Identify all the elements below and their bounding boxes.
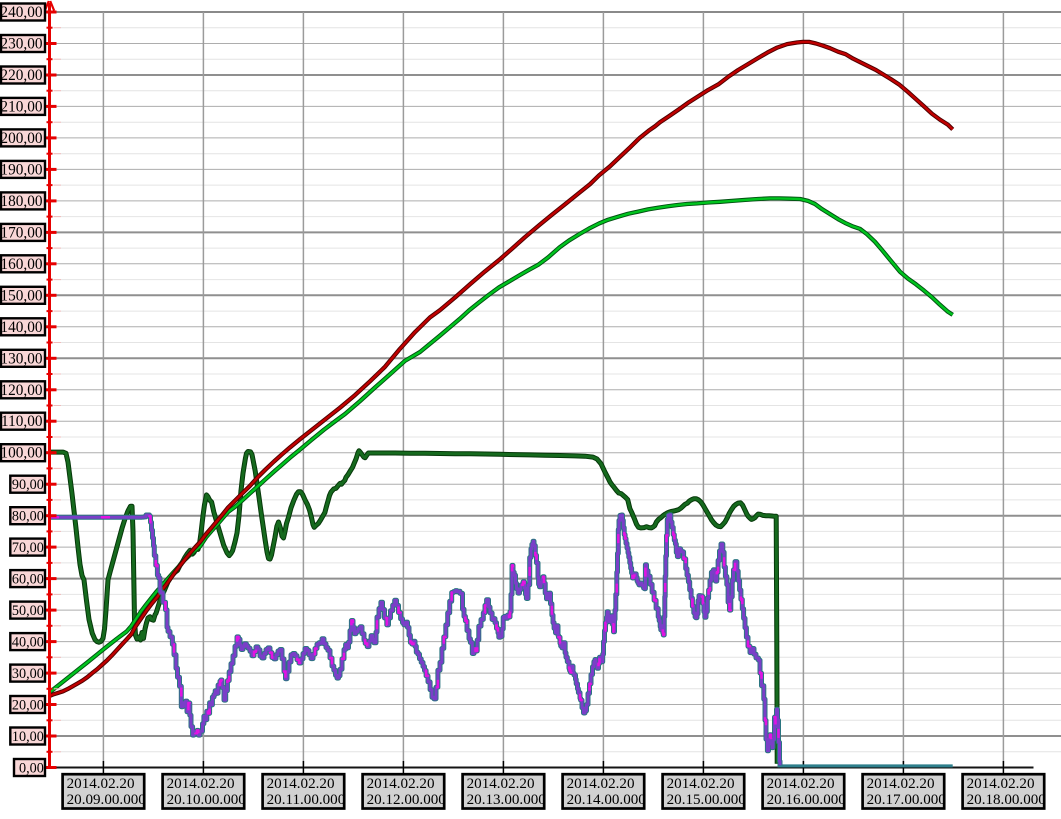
svg-text:2014.02.20: 2014.02.20 — [867, 776, 935, 792]
svg-text:20.16.00.000: 20.16.00.000 — [767, 792, 846, 808]
svg-text:110,00: 110,00 — [1, 413, 43, 430]
svg-text:2014.02.20: 2014.02.20 — [967, 776, 1035, 792]
svg-text:20.10.00.000: 20.10.00.000 — [167, 792, 246, 808]
svg-text:230,00: 230,00 — [0, 36, 42, 53]
svg-text:100,00: 100,00 — [0, 445, 42, 462]
svg-text:80,00: 80,00 — [12, 509, 44, 525]
svg-text:150,00: 150,00 — [0, 287, 42, 304]
svg-text:70,00: 70,00 — [12, 540, 44, 556]
svg-text:2014.02.20: 2014.02.20 — [467, 776, 535, 792]
svg-text:200,00: 200,00 — [0, 130, 42, 147]
svg-text:220,00: 220,00 — [0, 67, 42, 84]
svg-text:10,00: 10,00 — [12, 729, 44, 745]
svg-text:0,00: 0,00 — [19, 761, 44, 777]
svg-text:170,00: 170,00 — [0, 224, 42, 241]
svg-text:2014.02.20: 2014.02.20 — [567, 776, 635, 792]
svg-text:190,00: 190,00 — [0, 161, 42, 178]
svg-text:90,00: 90,00 — [12, 477, 44, 493]
svg-text:2014.02.20: 2014.02.20 — [167, 776, 235, 792]
svg-text:60,00: 60,00 — [12, 572, 44, 588]
svg-text:40,00: 40,00 — [12, 635, 44, 651]
svg-text:160,00: 160,00 — [0, 256, 42, 273]
svg-text:20.17.00.000: 20.17.00.000 — [867, 792, 946, 808]
svg-text:240,00: 240,00 — [0, 4, 42, 21]
svg-text:120,00: 120,00 — [0, 382, 42, 399]
svg-text:2014.02.20: 2014.02.20 — [667, 776, 735, 792]
svg-text:20.11.00.000: 20.11.00.000 — [267, 792, 346, 808]
svg-text:20.12.00.000: 20.12.00.000 — [367, 792, 446, 808]
svg-text:210,00: 210,00 — [0, 98, 42, 115]
svg-text:20.18.00.000: 20.18.00.000 — [967, 792, 1046, 808]
svg-text:140,00: 140,00 — [0, 319, 42, 336]
svg-text:180,00: 180,00 — [0, 193, 42, 210]
svg-text:20.09.00.000: 20.09.00.000 — [67, 792, 146, 808]
svg-text:2014.02.20: 2014.02.20 — [367, 776, 435, 792]
svg-text:130,00: 130,00 — [0, 350, 42, 367]
svg-text:2014.02.20: 2014.02.20 — [767, 776, 835, 792]
svg-text:20.15.00.000: 20.15.00.000 — [667, 792, 746, 808]
svg-text:20.13.00.000: 20.13.00.000 — [467, 792, 546, 808]
svg-text:50,00: 50,00 — [12, 603, 44, 619]
svg-text:2014.02.20: 2014.02.20 — [67, 776, 135, 792]
svg-text:2014.02.20: 2014.02.20 — [267, 776, 335, 792]
svg-text:20.14.00.000: 20.14.00.000 — [567, 792, 646, 808]
svg-text:20,00: 20,00 — [12, 698, 44, 714]
svg-text:30,00: 30,00 — [12, 666, 44, 682]
